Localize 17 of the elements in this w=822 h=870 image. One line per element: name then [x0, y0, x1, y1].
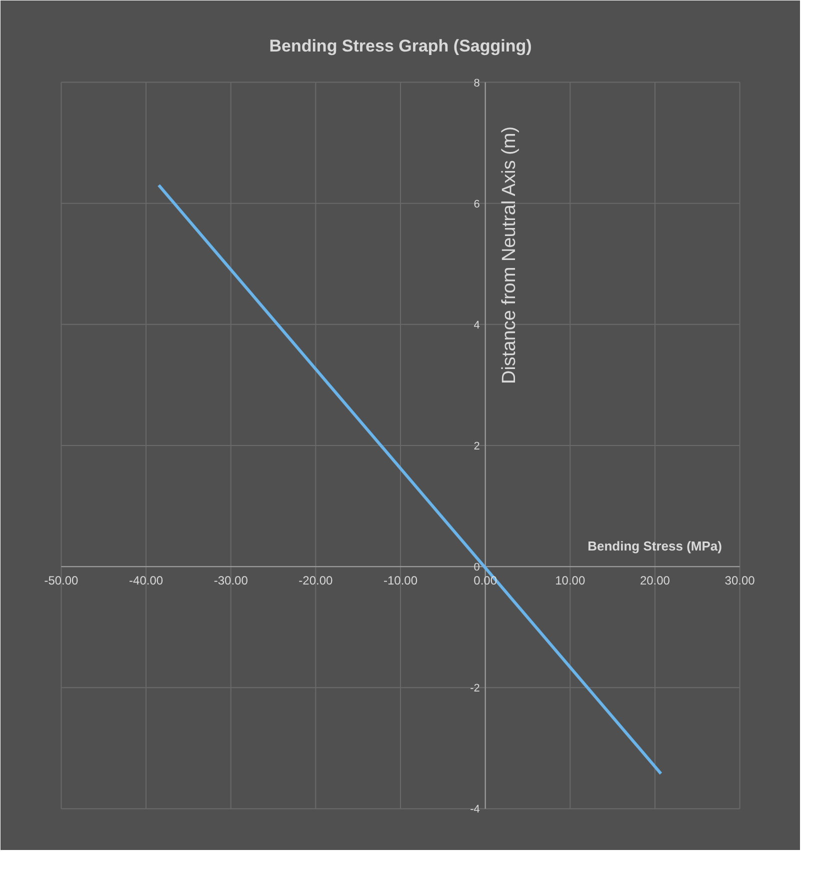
x-tick-label: 20.00 — [640, 573, 670, 588]
y-tick-label: 6 — [474, 198, 480, 210]
y-axis-title: Distance from Neutral Axis (m) — [498, 126, 520, 384]
x-tick-label: -50.00 — [44, 573, 79, 588]
y-tick-label: -4 — [470, 804, 480, 816]
y-tick-label: 2 — [474, 440, 480, 452]
y-tick-label: -2 — [470, 682, 480, 695]
x-tick-label: -40.00 — [129, 573, 164, 588]
x-tick-label: -30.00 — [214, 573, 248, 588]
y-tick-label: 8 — [474, 77, 480, 90]
x-tick-label: 30.00 — [724, 573, 756, 588]
x-axis-title: Bending Stress (MPa) — [588, 538, 722, 554]
x-tick-label: -20.00 — [298, 573, 334, 588]
x-tick-label: -10.00 — [383, 573, 418, 588]
chart-title: Bending Stress Graph (Sagging) — [269, 36, 532, 56]
y-tick-label: 4 — [474, 319, 480, 332]
x-tick-label: 10.00 — [555, 573, 586, 588]
